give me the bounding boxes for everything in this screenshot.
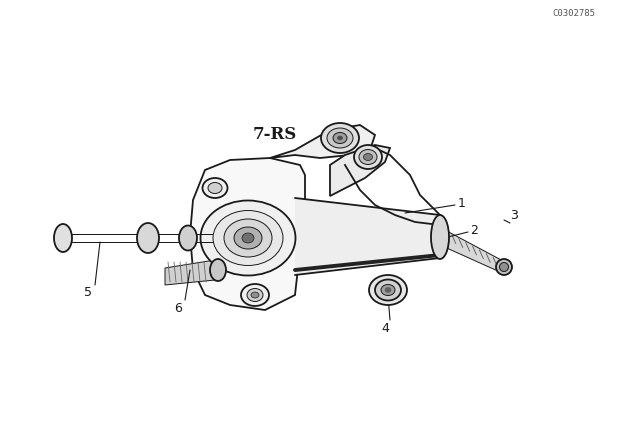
Ellipse shape [321,123,359,153]
Ellipse shape [242,233,254,243]
Text: 5: 5 [84,285,92,298]
Ellipse shape [234,227,262,249]
Ellipse shape [208,182,222,194]
Ellipse shape [213,211,283,266]
Text: 3: 3 [510,208,518,221]
Ellipse shape [333,133,347,143]
Ellipse shape [431,215,449,259]
Ellipse shape [251,292,259,298]
Ellipse shape [499,263,509,271]
Ellipse shape [200,201,296,276]
Text: 2: 2 [470,224,478,237]
Text: 1: 1 [458,197,466,210]
Ellipse shape [354,145,382,169]
Text: 7-RS: 7-RS [253,126,298,143]
Ellipse shape [202,178,227,198]
Ellipse shape [137,223,159,253]
Ellipse shape [224,219,272,257]
Polygon shape [270,125,375,158]
Ellipse shape [210,259,226,281]
Ellipse shape [327,128,353,148]
Ellipse shape [337,136,342,140]
Ellipse shape [385,288,391,293]
Ellipse shape [54,224,72,252]
Polygon shape [295,198,440,275]
Text: 6: 6 [174,302,182,314]
Ellipse shape [381,284,395,296]
Ellipse shape [247,289,263,302]
Polygon shape [330,145,390,196]
Ellipse shape [496,259,512,275]
Ellipse shape [359,150,377,164]
Text: 4: 4 [381,322,389,335]
Ellipse shape [179,225,197,250]
Ellipse shape [364,154,372,160]
Polygon shape [190,158,305,310]
Text: C0302785: C0302785 [552,9,595,18]
Ellipse shape [369,275,407,305]
Polygon shape [165,260,215,285]
Polygon shape [440,230,505,272]
Ellipse shape [375,280,401,301]
Ellipse shape [241,284,269,306]
